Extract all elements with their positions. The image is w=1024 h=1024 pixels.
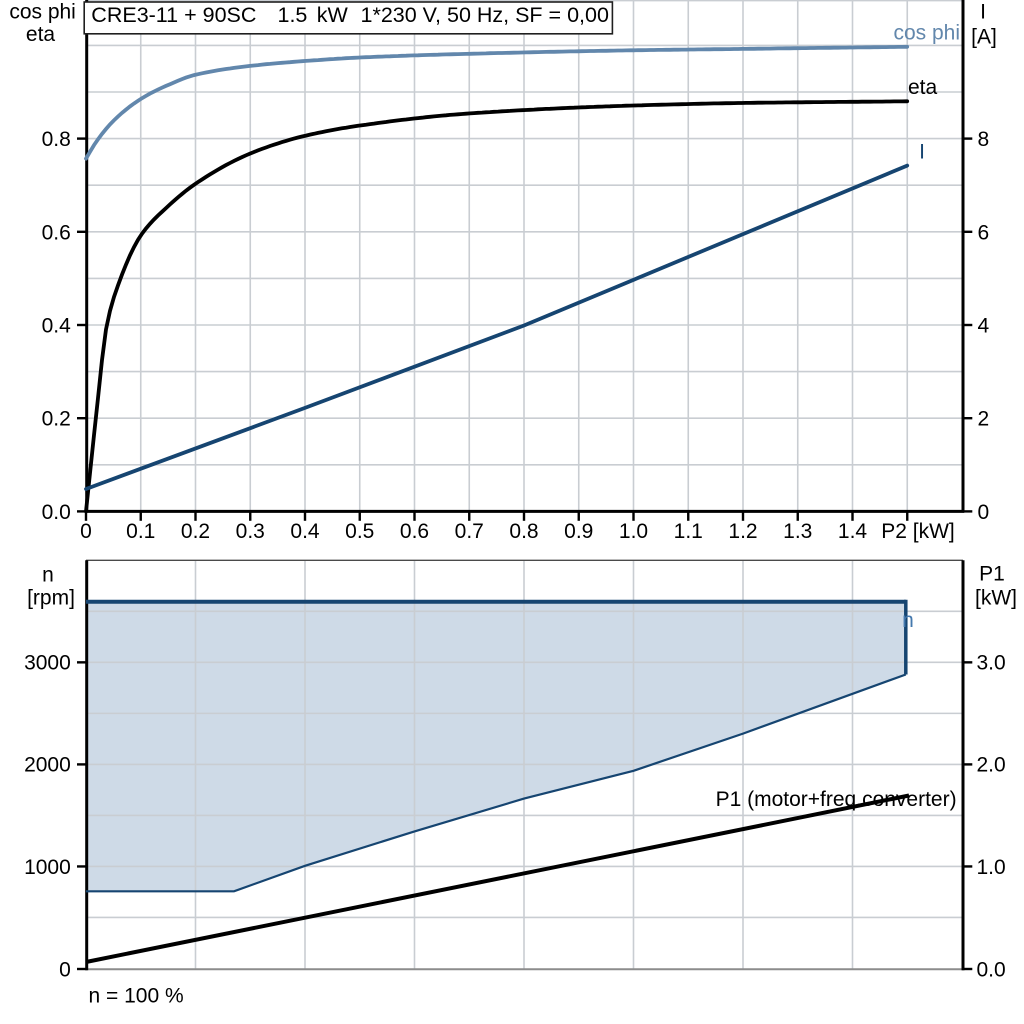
- svg-text:4: 4: [978, 315, 990, 338]
- svg-text:0.5: 0.5: [345, 520, 374, 543]
- svg-text:1.5: 1.5: [278, 3, 308, 27]
- svg-text:cos phi: cos phi: [9, 0, 76, 23]
- svg-text:2000: 2000: [24, 754, 71, 777]
- svg-text:0.9: 0.9: [564, 520, 593, 543]
- svg-text:0.1: 0.1: [126, 520, 155, 543]
- svg-text:2: 2: [978, 408, 990, 431]
- svg-text:0.4: 0.4: [42, 315, 72, 338]
- svg-text:2.0: 2.0: [977, 754, 1006, 777]
- svg-text:1000: 1000: [24, 856, 71, 879]
- svg-text:3.0: 3.0: [977, 652, 1006, 675]
- svg-text:6: 6: [978, 221, 990, 244]
- svg-text:1*230 V, 50 Hz, SF = 0,00: 1*230 V, 50 Hz, SF = 0,00: [361, 3, 609, 27]
- svg-text:1.1: 1.1: [674, 520, 703, 543]
- svg-text:kW: kW: [317, 3, 349, 27]
- svg-text:CRE3-11 + 90SC: CRE3-11 + 90SC: [91, 3, 256, 27]
- svg-text:1.4: 1.4: [838, 520, 868, 543]
- svg-text:0.2: 0.2: [42, 408, 71, 431]
- svg-text:n = 100 %: n = 100 %: [89, 985, 184, 1008]
- svg-text:0.0: 0.0: [977, 958, 1006, 981]
- svg-text:3000: 3000: [24, 652, 71, 675]
- svg-text:1.3: 1.3: [783, 520, 812, 543]
- svg-text:0.6: 0.6: [42, 221, 71, 244]
- svg-text:0.8: 0.8: [509, 520, 538, 543]
- svg-text:P2 [kW]: P2 [kW]: [881, 520, 955, 543]
- svg-text:0.4: 0.4: [290, 520, 320, 543]
- svg-text:0: 0: [80, 520, 92, 543]
- svg-text:0.8: 0.8: [42, 128, 71, 151]
- svg-text:eta: eta: [908, 76, 938, 99]
- svg-text:8: 8: [978, 128, 990, 151]
- svg-text:0: 0: [59, 958, 71, 981]
- svg-text:I: I: [980, 1, 986, 24]
- svg-text:0.7: 0.7: [455, 520, 484, 543]
- svg-text:cos phi: cos phi: [893, 22, 960, 45]
- svg-text:1.0: 1.0: [977, 856, 1006, 879]
- svg-text:I: I: [919, 141, 925, 164]
- svg-text:0.3: 0.3: [236, 520, 265, 543]
- svg-text:1.2: 1.2: [728, 520, 757, 543]
- svg-text:0.6: 0.6: [400, 520, 429, 543]
- svg-text:0.0: 0.0: [42, 501, 71, 524]
- svg-text:[rpm]: [rpm]: [27, 587, 75, 610]
- svg-text:0.2: 0.2: [181, 520, 210, 543]
- svg-text:P1 (motor+freq.converter): P1 (motor+freq.converter): [716, 788, 957, 811]
- svg-text:eta: eta: [26, 23, 56, 46]
- svg-text:P1: P1: [979, 563, 1005, 586]
- svg-text:[kW]: [kW]: [975, 587, 1017, 610]
- svg-text:n: n: [902, 609, 914, 632]
- svg-text:[A]: [A]: [971, 26, 997, 49]
- svg-text:1.0: 1.0: [619, 520, 648, 543]
- svg-text:n: n: [42, 564, 54, 587]
- svg-text:0: 0: [978, 501, 990, 524]
